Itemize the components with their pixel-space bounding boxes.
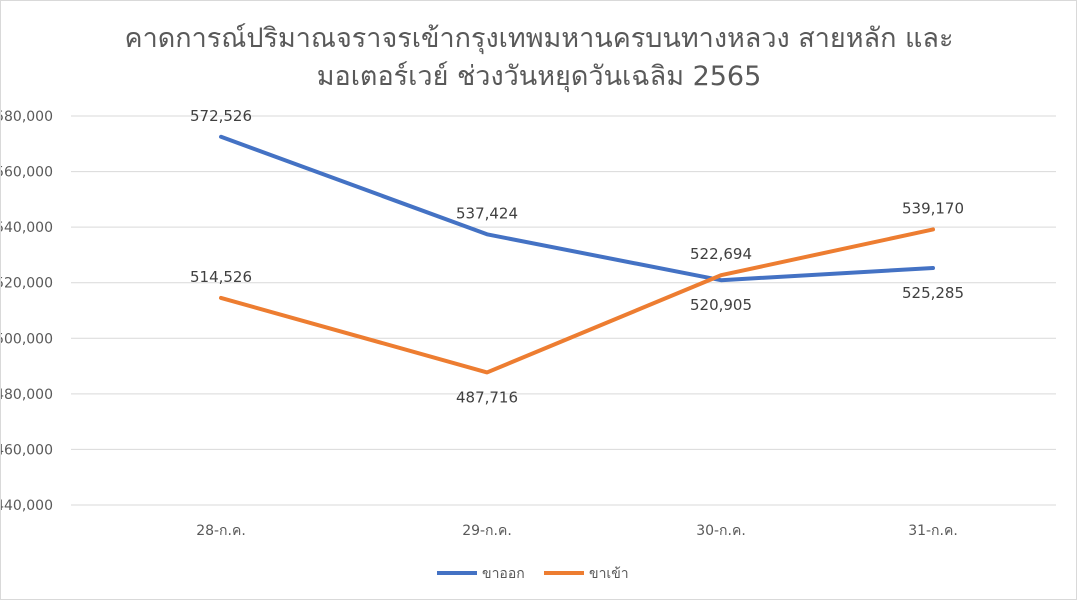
data-label: 514,526	[190, 268, 252, 286]
data-label: 572,526	[190, 107, 252, 125]
data-label: 522,694	[690, 245, 752, 263]
data-label: 525,285	[902, 284, 964, 302]
data-label: 539,170	[902, 199, 964, 217]
y-tick-label: 540,000	[1, 220, 53, 236]
y-tick-label: 520,000	[1, 276, 53, 292]
data-label: 520,905	[690, 296, 752, 314]
data-label: 487,716	[456, 388, 518, 406]
series-line-outbound	[219, 134, 935, 283]
x-tick-label: 31-ก.ค.	[908, 523, 958, 539]
x-tick-label: 30-ก.ค.	[696, 523, 746, 539]
legend-label: ขาออก	[482, 566, 525, 582]
chart-title-line-1: คาดการณ์ปริมาณจราจรเข้ากรุงเทพมหานครบนทา…	[125, 22, 954, 55]
chart-title-line-2: มอเตอร์เวย์ ช่วงวันหยุดวันเฉลิม 2565	[317, 60, 762, 93]
legend-label: ขาเข้า	[589, 566, 629, 582]
x-tick-label: 28-ก.ค.	[196, 523, 246, 539]
data-label: 537,424	[456, 204, 518, 222]
y-tick-label: 440,000	[1, 498, 53, 514]
series-line-inbound	[219, 227, 935, 375]
y-tick-label: 500,000	[1, 331, 53, 347]
y-tick-label: 480,000	[1, 387, 53, 403]
y-tick-label: 460,000	[1, 442, 53, 458]
y-tick-label: 580,000	[1, 109, 53, 125]
x-tick-label: 29-ก.ค.	[462, 523, 512, 539]
y-tick-label: 560,000	[1, 165, 53, 181]
